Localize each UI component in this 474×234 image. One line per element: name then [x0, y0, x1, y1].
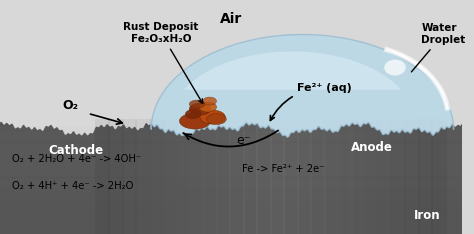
Polygon shape: [270, 119, 285, 234]
Ellipse shape: [185, 110, 201, 119]
Polygon shape: [283, 119, 299, 234]
Polygon shape: [0, 122, 462, 234]
Text: Air: Air: [220, 12, 242, 26]
Polygon shape: [404, 119, 420, 234]
Text: Fe²⁺ (aq): Fe²⁺ (aq): [270, 83, 352, 121]
Ellipse shape: [199, 102, 217, 112]
Text: Water
Droplet: Water Droplet: [411, 23, 465, 72]
Polygon shape: [175, 119, 191, 234]
Polygon shape: [108, 119, 124, 234]
Ellipse shape: [189, 103, 210, 115]
Ellipse shape: [203, 97, 217, 105]
Polygon shape: [256, 119, 272, 234]
Text: Anode: Anode: [351, 141, 393, 154]
Polygon shape: [350, 119, 366, 234]
Text: Fe -> Fe²⁺ + 2e⁻: Fe -> Fe²⁺ + 2e⁻: [242, 164, 324, 173]
Polygon shape: [229, 119, 245, 234]
Text: Iron: Iron: [414, 209, 441, 222]
Polygon shape: [216, 119, 231, 234]
Text: Cathode: Cathode: [49, 144, 104, 157]
Polygon shape: [310, 119, 326, 234]
Ellipse shape: [207, 113, 226, 124]
Text: e⁻: e⁻: [237, 135, 251, 147]
Polygon shape: [162, 119, 178, 234]
Polygon shape: [391, 119, 406, 234]
Polygon shape: [184, 51, 401, 90]
Text: O₂ + 4H⁺ + 4e⁻ -> 2H₂O: O₂ + 4H⁺ + 4e⁻ -> 2H₂O: [12, 181, 133, 191]
Polygon shape: [151, 35, 454, 138]
Text: Rust Deposit
Fe₂O₃xH₂O: Rust Deposit Fe₂O₃xH₂O: [123, 22, 202, 103]
Polygon shape: [431, 119, 447, 234]
Polygon shape: [297, 119, 312, 234]
Polygon shape: [148, 119, 164, 234]
Polygon shape: [364, 119, 379, 234]
Polygon shape: [323, 119, 339, 234]
Ellipse shape: [189, 100, 205, 108]
Polygon shape: [243, 119, 258, 234]
Polygon shape: [95, 119, 110, 234]
Polygon shape: [377, 119, 393, 234]
Polygon shape: [189, 119, 205, 234]
Polygon shape: [202, 119, 218, 234]
Polygon shape: [135, 119, 151, 234]
Ellipse shape: [200, 110, 225, 124]
Text: O₂ + 2H₂O + 4e⁻ -> 4OH⁻: O₂ + 2H₂O + 4e⁻ -> 4OH⁻: [12, 154, 141, 164]
Text: O₂: O₂: [62, 99, 78, 112]
Polygon shape: [337, 119, 353, 234]
Polygon shape: [122, 119, 137, 234]
Ellipse shape: [180, 113, 210, 129]
Ellipse shape: [384, 59, 406, 76]
Polygon shape: [418, 119, 433, 234]
